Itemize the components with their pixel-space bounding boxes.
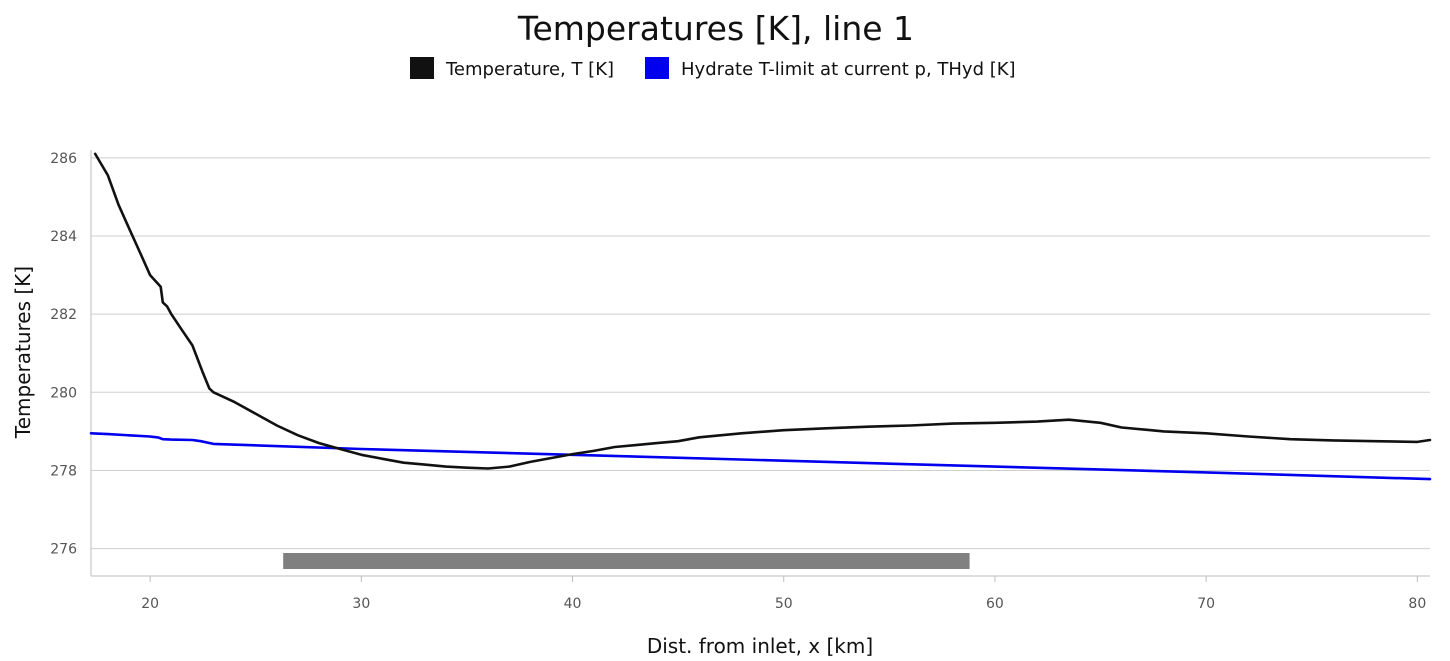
series-line-hydrate-limit[interactable]: [89, 431, 1432, 481]
legend-label-hydrate-limit: Hydrate T-limit at current p, THyd [K]: [681, 59, 1016, 80]
y-tick-label: 286: [50, 151, 77, 167]
legend-item-temperature[interactable]: Temperature, T [K]: [410, 57, 614, 80]
range-bar: [283, 553, 970, 569]
y-axis-title: Temperatures [K]: [11, 266, 35, 439]
x-tick-label: 30: [352, 596, 370, 612]
gridlines: [91, 157, 1430, 550]
y-axis-ticks: 276 278 280 282 284 286: [50, 151, 77, 558]
x-axis-ticks: 20 30 40 50 60 70 80: [141, 576, 1426, 612]
series-line-temperature[interactable]: [93, 152, 1432, 470]
chart-title: Temperatures [K], line 1: [517, 9, 914, 48]
y-tick-label: 276: [50, 542, 77, 558]
annotations: [283, 553, 970, 569]
series-layer: [89, 152, 1432, 481]
x-tick-label: 70: [1197, 596, 1215, 612]
legend-label-temperature: Temperature, T [K]: [445, 59, 614, 80]
x-axis-title: Dist. from inlet, x [km]: [647, 634, 873, 658]
x-tick-label: 40: [564, 596, 582, 612]
legend-swatch-temperature: [410, 57, 434, 79]
y-tick-label: 284: [50, 229, 77, 245]
y-tick-label: 282: [50, 307, 77, 323]
legend: Temperature, T [K] Hydrate T-limit at cu…: [410, 57, 1016, 80]
y-tick-label: 278: [50, 463, 77, 479]
x-tick-label: 60: [986, 596, 1004, 612]
x-tick-label: 50: [775, 596, 793, 612]
y-tick-label: 280: [50, 385, 77, 401]
legend-item-hydrate-limit[interactable]: Hydrate T-limit at current p, THyd [K]: [645, 57, 1016, 80]
legend-swatch-hydrate-limit: [645, 57, 669, 79]
x-tick-label: 20: [141, 596, 159, 612]
axes: [90, 150, 1430, 577]
x-tick-label: 80: [1408, 596, 1426, 612]
